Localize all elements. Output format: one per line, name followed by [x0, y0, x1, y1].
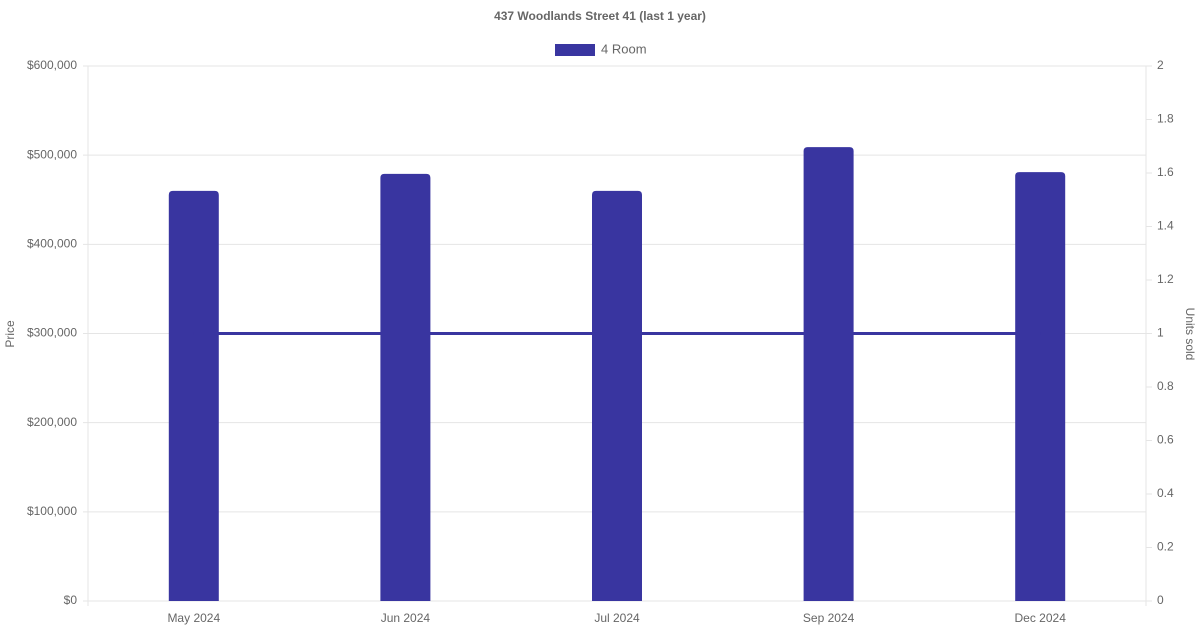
bar [803, 147, 854, 601]
x-tick-label: Jul 2024 [594, 611, 640, 625]
y2-tick-label: 1.4 [1157, 219, 1174, 233]
y-axis-title: Price [3, 320, 17, 348]
y2-tick-label: 0.2 [1157, 540, 1174, 554]
y-tick-label: $0 [64, 593, 78, 607]
y2-tick-label: 1.8 [1157, 112, 1174, 126]
y2-tick-label: 0 [1157, 593, 1164, 607]
y-tick-label: $600,000 [27, 58, 77, 72]
bar [168, 190, 219, 602]
y2-axis-title: Units sold [1183, 308, 1197, 361]
x-tick-label: Sep 2024 [803, 611, 855, 625]
y2-tick-label: 0.6 [1157, 433, 1174, 447]
y-tick-label: $400,000 [27, 237, 77, 251]
y-tick-label: $200,000 [27, 415, 77, 429]
bar [380, 173, 431, 601]
bar [592, 190, 642, 602]
legend-label: 4 Room [601, 41, 647, 56]
x-tick-label: Jun 2024 [381, 611, 431, 625]
y2-tick-label: 0.8 [1157, 379, 1174, 393]
chart-title: 437 Woodlands Street 41 (last 1 year) [494, 9, 706, 23]
y-tick-label: $300,000 [27, 326, 77, 340]
bar [1015, 172, 1066, 601]
legend-swatch [555, 44, 595, 56]
y-tick-label: $100,000 [27, 504, 77, 518]
y-tick-label: $500,000 [27, 147, 77, 161]
y2-tick-label: 1.2 [1157, 272, 1174, 286]
y2-tick-label: 0.4 [1157, 486, 1174, 500]
y2-tick-label: 2 [1157, 58, 1164, 72]
x-tick-label: Dec 2024 [1015, 611, 1067, 625]
y2-tick-label: 1 [1157, 326, 1164, 340]
x-tick-label: May 2024 [167, 611, 220, 625]
y2-tick-label: 1.6 [1157, 165, 1174, 179]
